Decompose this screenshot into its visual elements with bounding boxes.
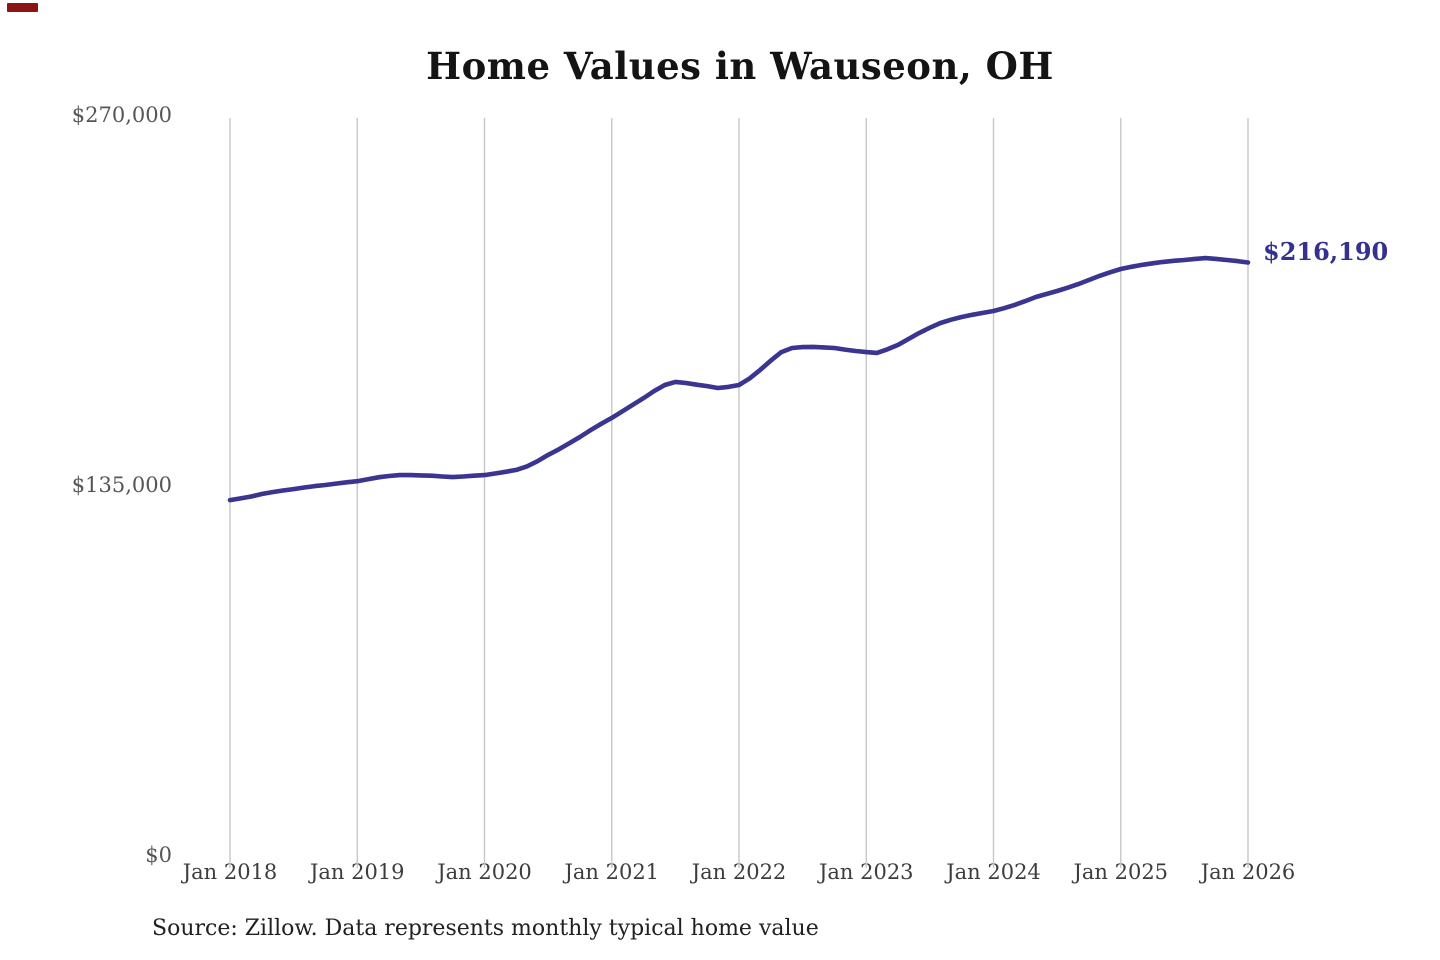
source-note: Source: Zillow. Data represents monthly … — [152, 916, 819, 941]
y-tick-label: $135,000 — [71, 473, 172, 497]
year-gridlines — [229, 118, 1249, 868]
y-tick-label: $270,000 — [71, 103, 172, 127]
y-tick-label: $0 — [145, 843, 172, 867]
latest-value-label: $216,190 — [1263, 237, 1389, 266]
screenshot-artifact — [7, 3, 38, 12]
home-value-line — [227, 255, 1251, 503]
chart-title: Home Values in Wauseon, OH — [426, 44, 1054, 88]
